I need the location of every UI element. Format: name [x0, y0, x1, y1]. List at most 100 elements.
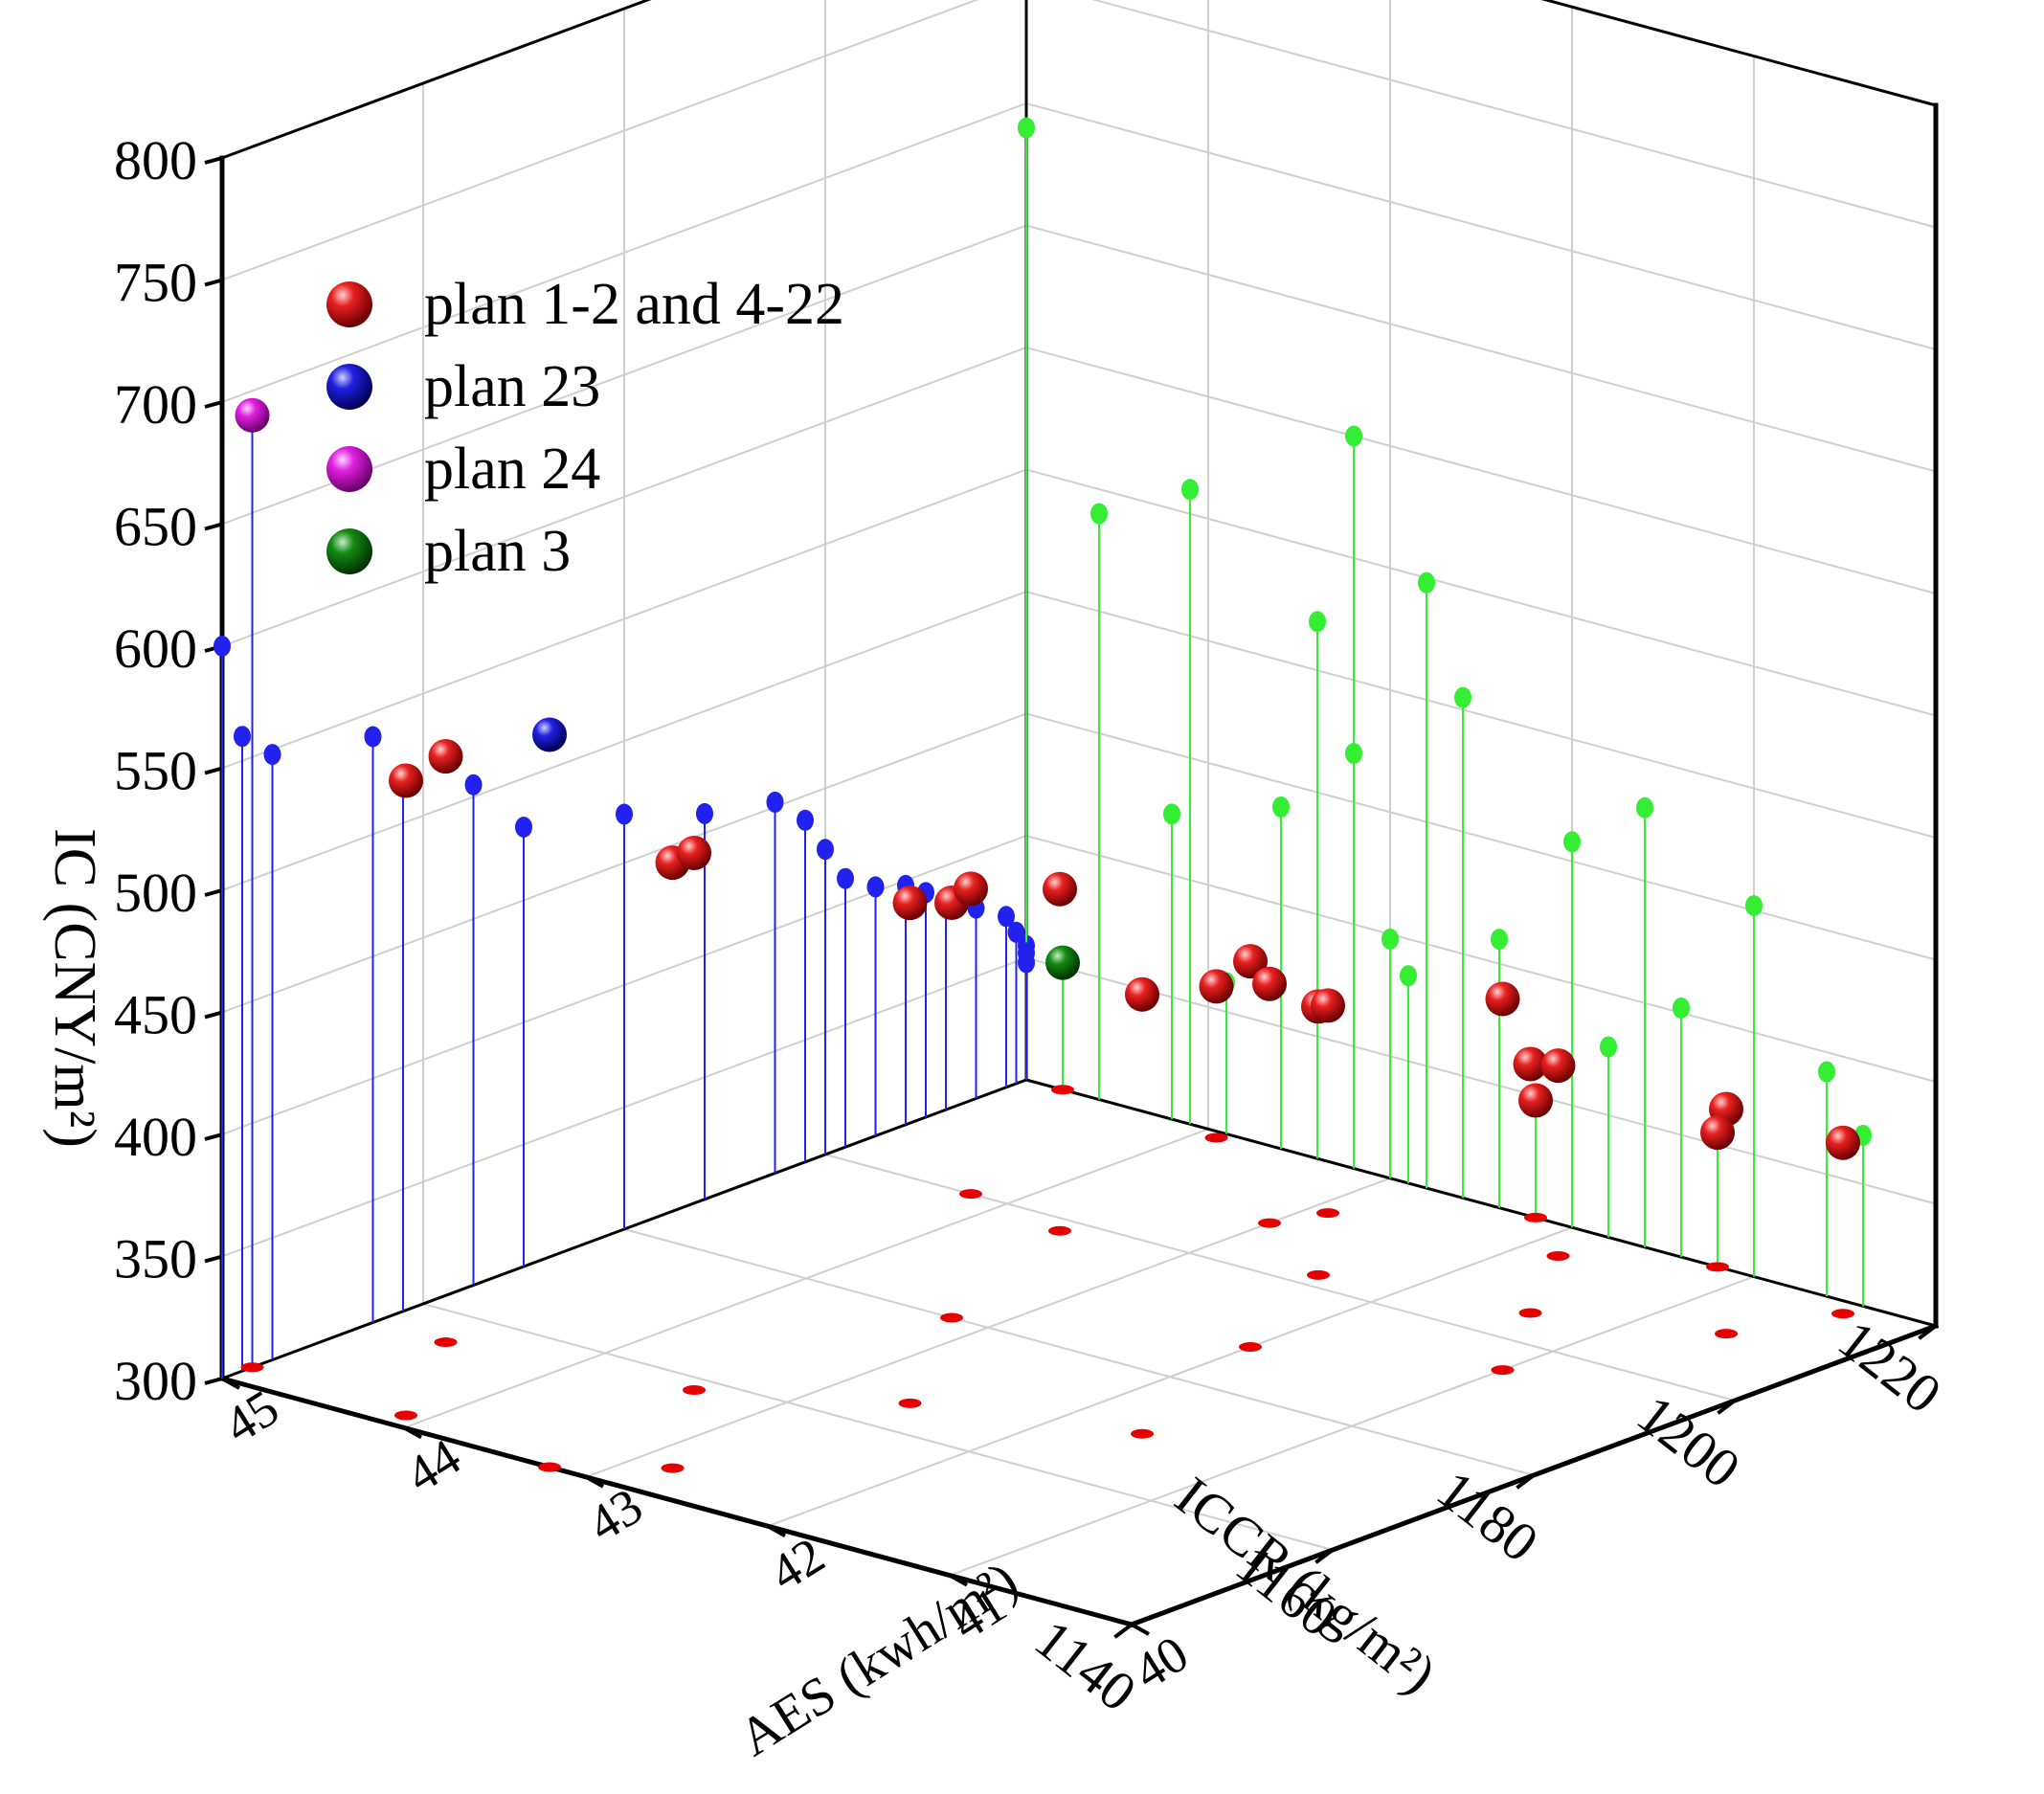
grid-line-floor-y-1 [949, 1275, 1755, 1577]
y-tick-label-3: 43 [578, 1477, 653, 1553]
yz-drop-mark-0-4 [1454, 686, 1471, 708]
xy-floor-mark-0-20 [1524, 1212, 1547, 1222]
legend-label-3: plan 3 [424, 519, 571, 584]
x-tick-1 [1314, 1548, 1335, 1564]
points-layer [235, 397, 1860, 1160]
yz-drop-mark-0-11 [1491, 929, 1508, 951]
y-tick-1 [949, 1573, 968, 1587]
xy-floor-mark-0-5 [1131, 1428, 1154, 1439]
xz-drop-mark-0-11 [837, 867, 854, 889]
y-axis-title: AES (kwh/m²) [729, 1551, 1027, 1768]
legend: plan 1-2 and 4-22 plan 23 plan 24 plan 3 [326, 272, 844, 584]
xy-floor-mark-0-18 [1204, 1132, 1228, 1143]
xz-drop-mark-0-7 [696, 802, 713, 824]
point-0-13 [1252, 966, 1287, 1001]
y-tick-label-4: 44 [396, 1427, 471, 1503]
legend-marker-3 [326, 528, 372, 574]
x-axis-title: ICCR (kg/m²) [1164, 1465, 1448, 1705]
legend-label-2: plan 24 [424, 437, 600, 502]
point-0-16 [1540, 1048, 1576, 1084]
z-tick-label-3: 450 [114, 984, 197, 1046]
z-tick-label-0: 300 [114, 1350, 197, 1412]
right-wall-top-edge [1540, 0, 1937, 107]
grid-line-z-2 [221, 834, 1937, 1135]
xz-drop-mark-0-12 [866, 876, 885, 898]
xz-drop-mark-0-8 [766, 791, 784, 813]
xy-floor-mark-0-8 [1491, 1365, 1515, 1376]
yz-drop-mark-2-0 [1018, 117, 1035, 139]
xy-floor-mark-0-0 [394, 1410, 417, 1421]
yz-drop-mark-0-5 [1636, 796, 1653, 819]
xy-floor-mark-0-13 [1258, 1218, 1281, 1228]
legend-label-0: plan 1-2 and 4-22 [424, 272, 844, 337]
z-tick-label-5: 550 [114, 740, 197, 802]
xz-drop-mark-0-6 [616, 803, 633, 825]
point-0-4 [892, 886, 928, 921]
yz-drop-mark-0-2 [1090, 503, 1108, 525]
xy-floor-mark-3-0 [1051, 1085, 1074, 1095]
z-tick-4 [204, 888, 223, 897]
z-tick-label-8: 700 [114, 373, 197, 436]
xy-floor-mark-0-4 [898, 1398, 922, 1408]
xy-floor-mark-0-3 [683, 1385, 706, 1396]
point-0-2 [428, 739, 463, 774]
xy-floor-mark-0-11 [1307, 1269, 1330, 1280]
x-tick-2 [1516, 1473, 1536, 1490]
z-tick-5 [204, 766, 223, 775]
legend-marker-2 [326, 446, 372, 492]
xy-floor-mark-0-17 [1831, 1309, 1854, 1319]
xz-drop-mark-0-2 [364, 726, 382, 748]
xz-drop-mark-1-0 [213, 636, 231, 657]
xz-drop-mark-0-1 [263, 744, 281, 766]
z-tick-1 [204, 1254, 223, 1264]
y-tick-label-5: 45 [214, 1379, 289, 1454]
x-tick-4 [1918, 1324, 1938, 1340]
legend-marker-0 [326, 281, 372, 327]
point-0-10 [954, 871, 988, 907]
xy-floor-mark-0-9 [1048, 1225, 1071, 1236]
point-0-17 [1826, 1125, 1860, 1160]
xy-floor-mark-0-2 [434, 1337, 458, 1348]
xz-drop-mark-0-9 [797, 809, 814, 831]
point-0-9 [1043, 871, 1077, 907]
point-1-0 [532, 717, 567, 752]
z-tick-label-4: 500 [114, 862, 197, 924]
grid-line-z-9 [221, 0, 1937, 281]
z-tick-3 [204, 1010, 223, 1020]
z-tick-label-2: 400 [114, 1106, 197, 1168]
xy-floor-mark-1-0 [538, 1462, 561, 1472]
point-0-12 [1513, 1046, 1548, 1082]
back-wall-top-edge [221, 0, 652, 160]
x-tick-0 [1113, 1623, 1134, 1639]
point-0-0 [389, 763, 423, 798]
grid-line-floor-x-1 [422, 1303, 1334, 1551]
xz-drop-mark-0-17 [998, 906, 1015, 928]
xz-drop-mark-0-4 [464, 774, 483, 796]
point-0-5 [1125, 976, 1159, 1012]
z-tick-0 [204, 1377, 223, 1385]
yz-drop-mark-0-10 [1163, 803, 1180, 825]
yz-drop-mark-0-16 [1600, 1036, 1617, 1058]
z-tick-9 [204, 278, 223, 287]
point-3-0 [1045, 945, 1080, 980]
point-0-7 [1233, 944, 1268, 979]
yz-drop-mark-0-12 [1673, 997, 1690, 1019]
yz-drop-mark-0-3 [1309, 611, 1326, 633]
xy-floor-mark-2-0 [240, 1362, 264, 1373]
x-tick-3 [1717, 1399, 1737, 1415]
yz-drop-mark-0-7 [1563, 831, 1581, 853]
z-tick-label-6: 600 [114, 617, 197, 680]
point-0-8 [1485, 981, 1520, 1017]
point-2-0 [235, 397, 270, 433]
y-tick-2 [767, 1524, 786, 1537]
yz-drop-mark-0-1 [1418, 572, 1435, 594]
point-0-15 [1311, 988, 1345, 1023]
xy-floor-mark-0-10 [959, 1189, 982, 1200]
yz-drop-mark-1-0 [1345, 425, 1362, 447]
point-0-18 [1199, 969, 1234, 1004]
z-tick-8 [204, 400, 223, 409]
xy-floor-mark-0-12 [1518, 1308, 1542, 1318]
labels-layer: 3003504004505005506006507007508001140116… [42, 129, 1953, 1768]
xy-floor-mark-0-19 [1706, 1262, 1729, 1272]
